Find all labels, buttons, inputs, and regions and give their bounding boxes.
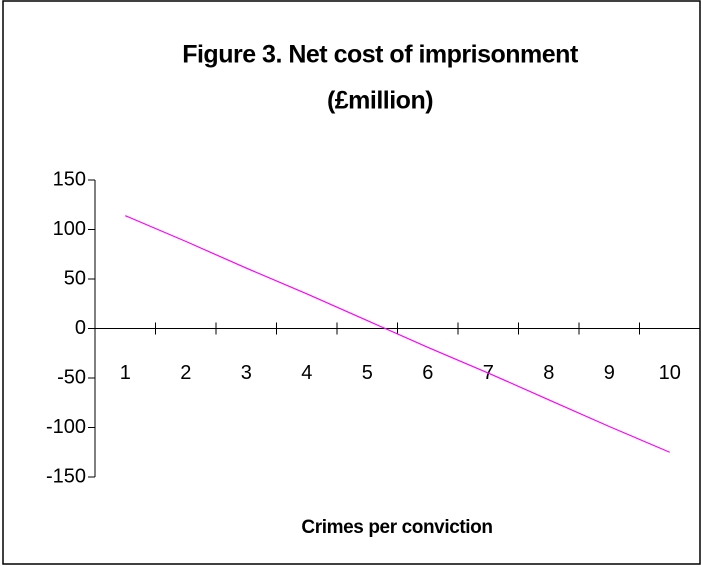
y-tick-label: 150 [53,168,86,190]
y-tick-label: 0 [75,317,86,339]
y-tick-label: 50 [64,267,86,289]
data-line [125,215,670,453]
x-tick-label: 2 [180,362,191,384]
y-tick-label: -50 [57,366,86,388]
y-tick-label: -100 [46,416,86,438]
x-axis-label: Crimes per conviction [301,517,492,538]
y-tick-label: 100 [53,218,86,240]
x-tick-label: 1 [120,362,131,384]
x-tick-label: 4 [301,362,312,384]
y-tick-label: -150 [46,465,86,487]
chart-title: Figure 3. Net cost of imprisonment [182,41,579,69]
x-tick-label: 8 [543,362,554,384]
x-tick-label: 9 [604,362,615,384]
x-tick-label: 6 [422,362,433,384]
x-tick-label: 3 [241,362,252,384]
chart-title: (£million) [327,87,433,115]
x-tick-label: 10 [659,362,681,384]
x-tick-label: 5 [362,362,373,384]
